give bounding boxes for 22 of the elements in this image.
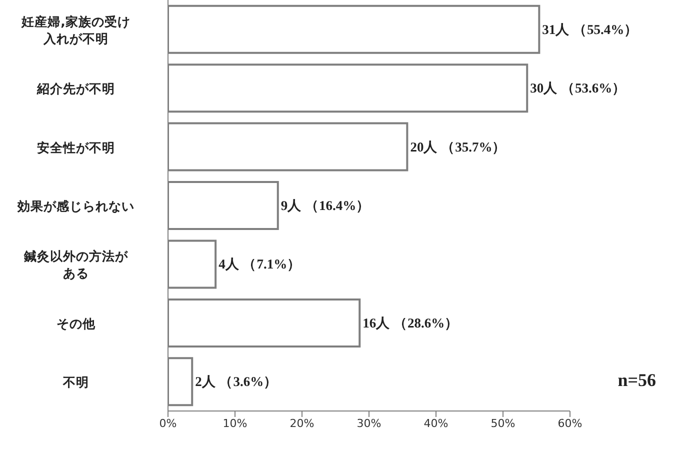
y-tick-label: 紹介先が不明 bbox=[36, 80, 115, 96]
y-tick-label: 鍼灸以外の方法がある bbox=[23, 248, 129, 280]
y-tick-label: その他 bbox=[56, 315, 96, 330]
data-label: 2人 （3.6%） bbox=[195, 374, 278, 390]
x-tick-label: 10% bbox=[222, 416, 248, 430]
data-label: 31人 （55.4%） bbox=[542, 22, 638, 37]
x-tick-label: 0% bbox=[159, 416, 177, 430]
y-tick-label: 効果が感じられない bbox=[16, 198, 134, 213]
data-label: 20人 （35.7%） bbox=[410, 139, 506, 154]
x-tick-label: 50% bbox=[490, 416, 516, 430]
data-label: 9人 （16.4%） bbox=[280, 198, 370, 214]
data-label: 4人 （7.1%） bbox=[218, 256, 302, 272]
y-tick-label: 安全性が不明 bbox=[37, 139, 115, 154]
x-tick-label: 20% bbox=[290, 416, 314, 430]
x-tick-label: 60% bbox=[558, 416, 582, 430]
data-label: 30人 （53.6%） bbox=[530, 80, 626, 96]
text: n=56 bbox=[618, 370, 656, 391]
y-tick-label: 不明 bbox=[62, 374, 89, 390]
x-tick-label: 30% bbox=[356, 416, 382, 430]
data-label: 16人 （28.6%） bbox=[362, 315, 459, 330]
y-tick-label: 妊産婦,家族の受け入れが不明 bbox=[20, 13, 130, 46]
x-tick-label: 40% bbox=[424, 416, 448, 430]
